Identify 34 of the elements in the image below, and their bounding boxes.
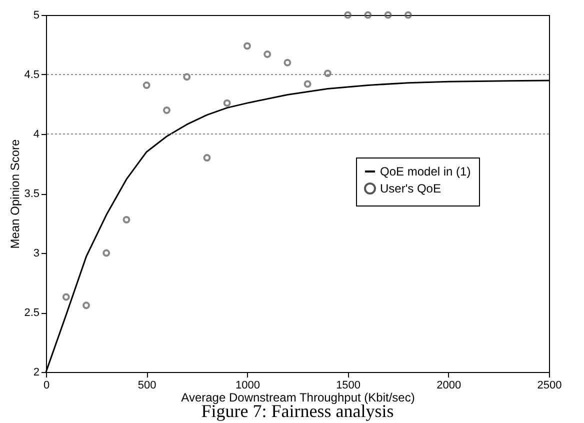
point <box>304 80 312 88</box>
point <box>324 70 332 78</box>
y-tick-label: 5 <box>33 10 40 22</box>
legend-label: QoE model in (1) <box>380 164 471 178</box>
point <box>162 106 170 114</box>
y-tick-label: 3 <box>33 248 40 260</box>
x-tick-label: 0 <box>43 380 50 392</box>
x-tick-label: 1000 <box>235 380 260 392</box>
point <box>264 50 272 58</box>
legend-label: User's QoE <box>380 182 441 196</box>
point <box>223 99 231 107</box>
point <box>183 73 191 81</box>
point <box>404 11 412 19</box>
point <box>384 11 392 19</box>
point <box>82 302 90 310</box>
point <box>344 11 352 19</box>
y-tick-label: 2.5 <box>24 307 40 319</box>
x-tick-label: 2000 <box>436 380 462 392</box>
y-axis-title: Mean Opinion Score <box>8 138 22 249</box>
x-tick-label: 2500 <box>537 380 562 392</box>
y-tick-label: 3.5 <box>24 188 40 200</box>
point <box>102 249 110 257</box>
point <box>122 216 130 224</box>
x-tick-label: 500 <box>138 380 156 392</box>
point <box>243 42 251 50</box>
point <box>203 154 211 162</box>
point <box>364 11 372 19</box>
x-tick-label: 1500 <box>336 380 361 392</box>
y-tick-label: 2 <box>33 366 40 378</box>
point <box>284 58 292 66</box>
y-tick-label: 4.5 <box>24 69 40 81</box>
point <box>142 81 150 89</box>
y-tick-label: 4 <box>33 128 40 140</box>
point <box>62 293 70 301</box>
